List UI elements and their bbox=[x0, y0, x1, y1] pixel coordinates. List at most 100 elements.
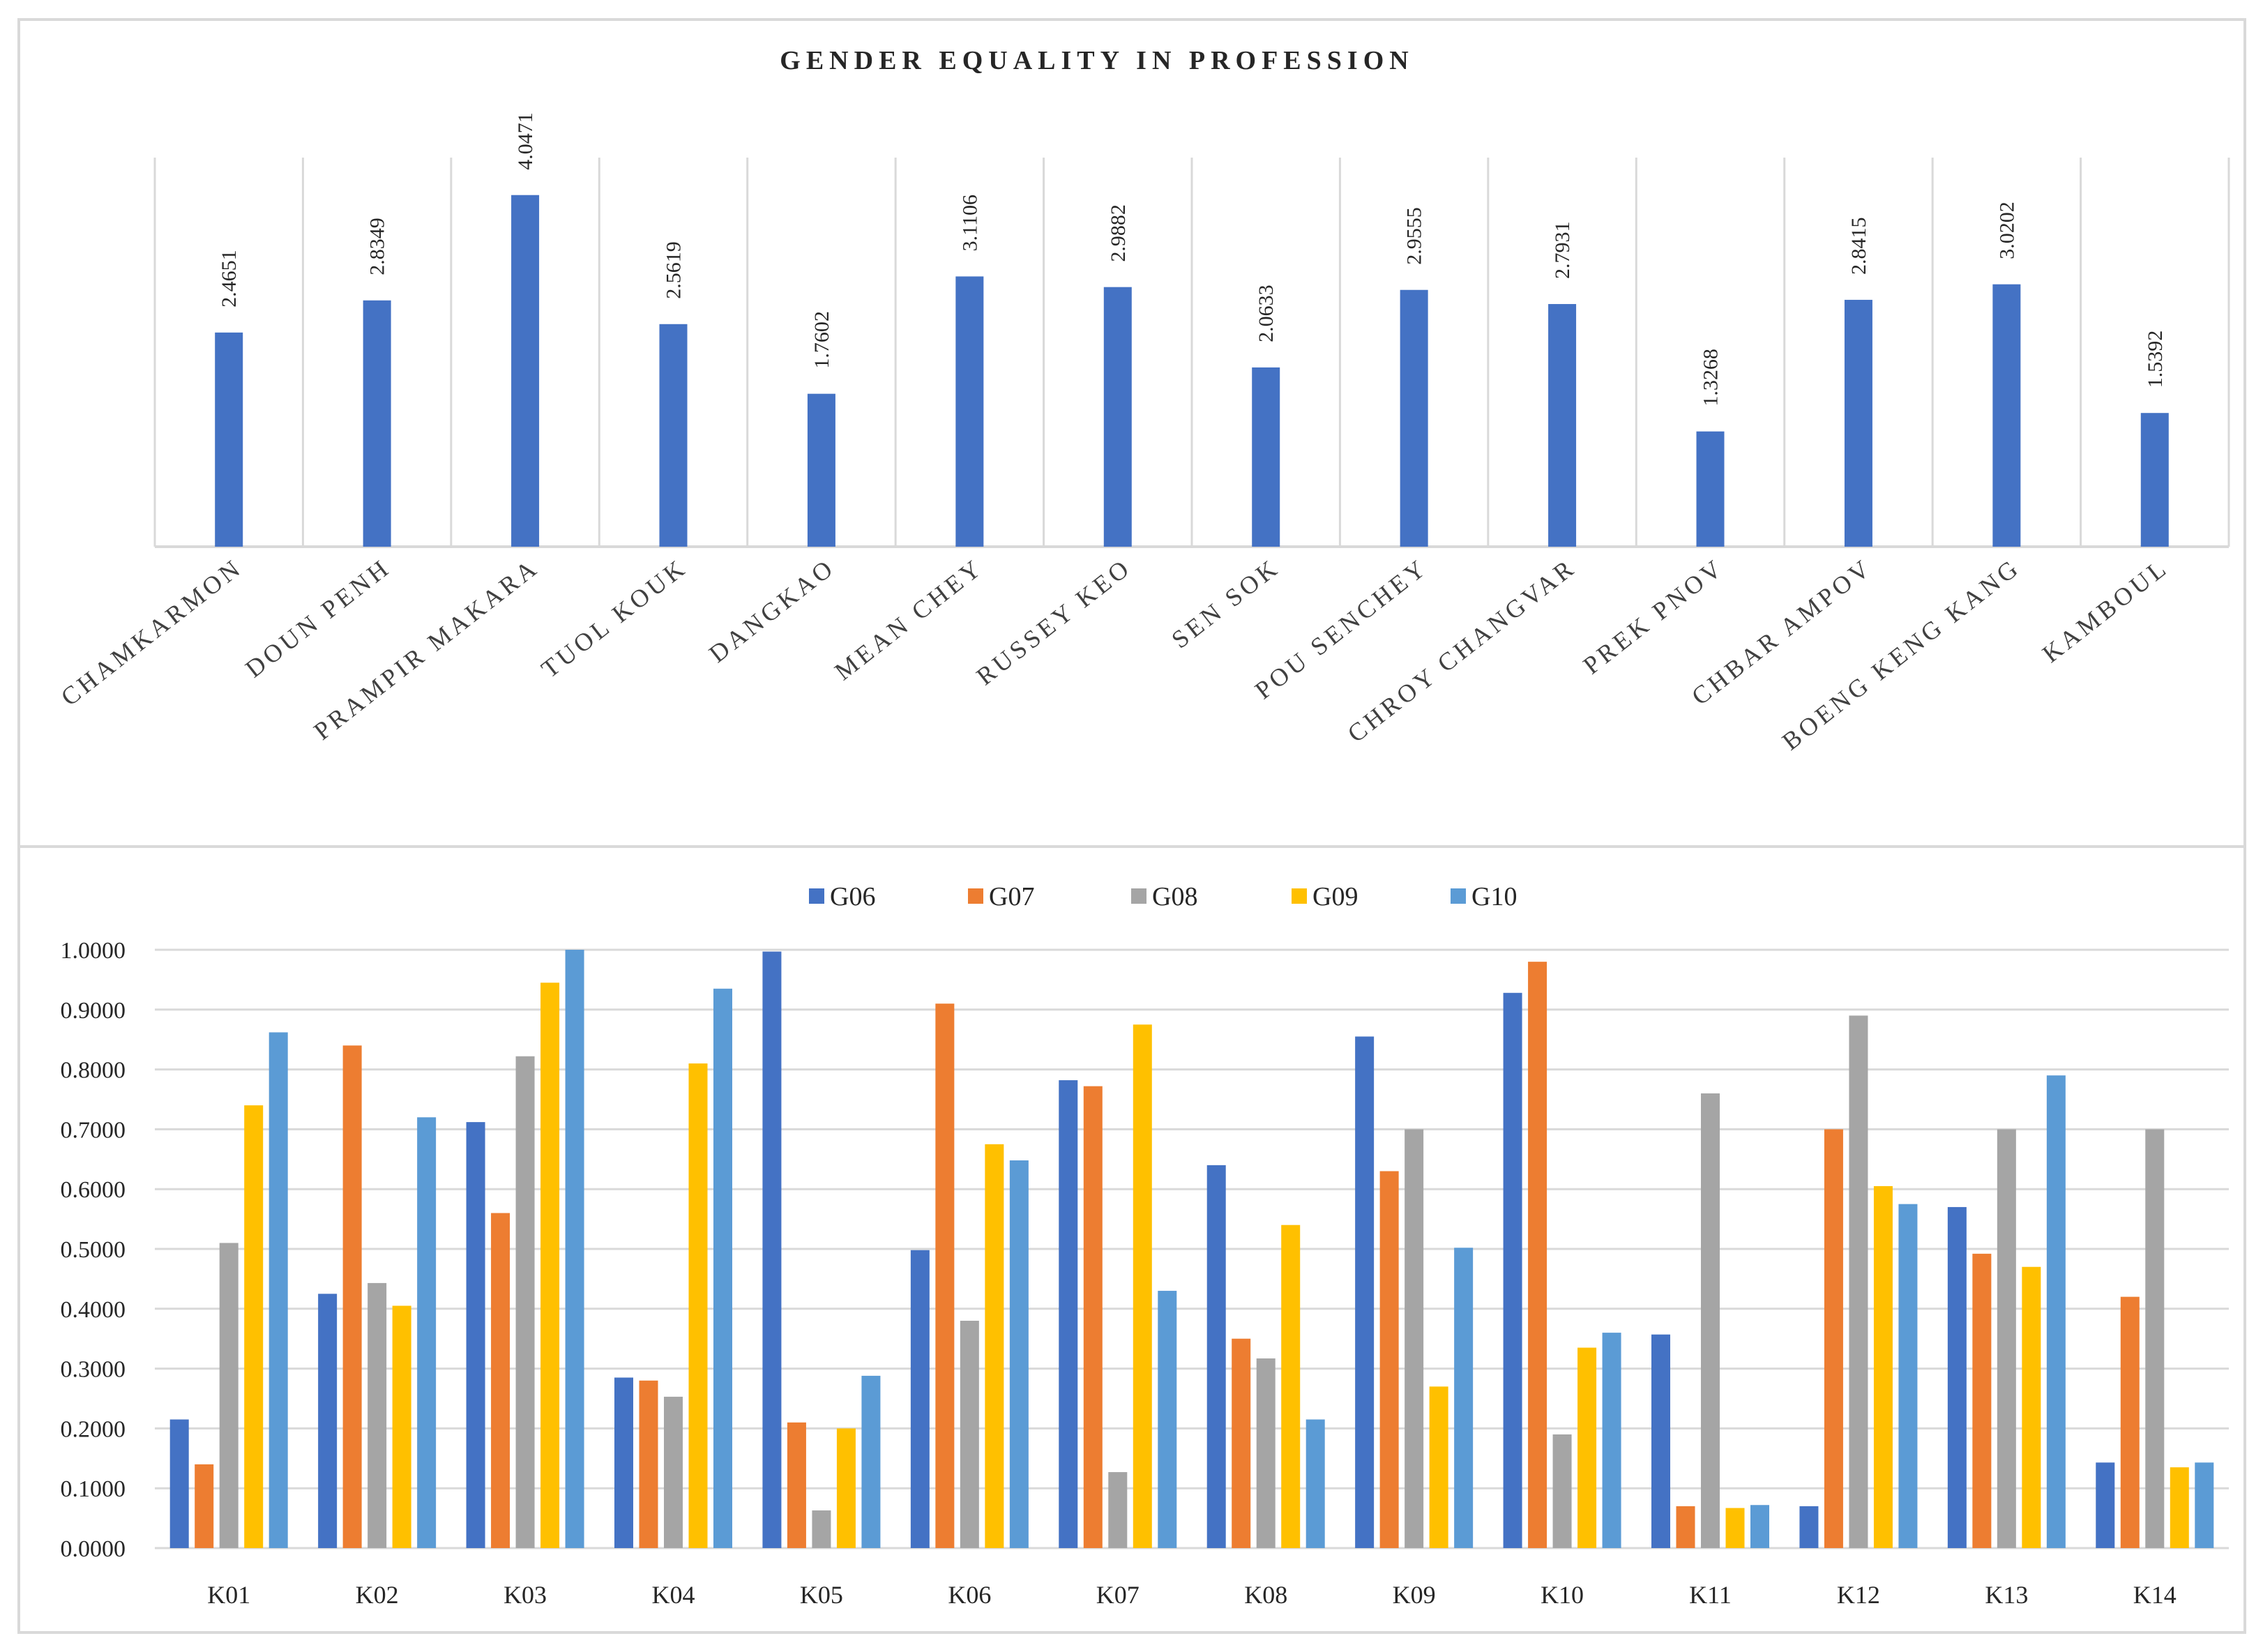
y-tick-label: 0.6000 bbox=[61, 1177, 126, 1203]
bar-k11-g10 bbox=[1750, 1505, 1769, 1548]
bar-k09-g06 bbox=[1355, 1036, 1375, 1548]
bar-k10-g08 bbox=[1552, 1434, 1572, 1548]
bar-k04-g06 bbox=[614, 1377, 633, 1548]
bar-k01-g09 bbox=[244, 1105, 264, 1548]
bar-k14-g06 bbox=[2096, 1462, 2115, 1548]
bar-k13-g09 bbox=[2022, 1266, 2041, 1548]
legend-label-g06: G06 bbox=[830, 882, 875, 911]
bar-k01-g10 bbox=[268, 1032, 288, 1548]
bar-k07-g06 bbox=[1059, 1080, 1078, 1548]
data-label: 1.5392 bbox=[2144, 331, 2167, 388]
bar-k03-g06 bbox=[466, 1122, 485, 1548]
x-tick-label: K04 bbox=[652, 1581, 695, 1609]
legend-swatch-g09 bbox=[1292, 888, 1307, 904]
legend-label-g08: G08 bbox=[1152, 882, 1197, 911]
y-tick-label: 0.3000 bbox=[61, 1357, 126, 1383]
bar-k12-g09 bbox=[1873, 1185, 1893, 1548]
bar-k02-g10 bbox=[417, 1117, 437, 1548]
x-tick-label: K14 bbox=[2133, 1581, 2177, 1609]
bar-k02-g06 bbox=[318, 1294, 338, 1548]
legend-swatch-g07 bbox=[968, 888, 983, 904]
bar-pou-senchey bbox=[1400, 289, 1428, 547]
bar-k04-g10 bbox=[713, 988, 732, 1548]
bar-k12-g10 bbox=[1898, 1204, 1918, 1548]
data-label: 1.7602 bbox=[810, 311, 833, 369]
y-tick-label: 1.0000 bbox=[61, 938, 126, 964]
y-tick-label: 0.9000 bbox=[61, 998, 126, 1024]
bar-k05-g06 bbox=[762, 951, 782, 1548]
legend-swatch-g06 bbox=[809, 888, 824, 904]
bar-k08-g08 bbox=[1256, 1358, 1276, 1548]
top-chart-title: GENDER EQUALITY IN PROFESSION bbox=[780, 46, 1414, 75]
bar-k08-g10 bbox=[1305, 1419, 1325, 1548]
data-label: 2.5619 bbox=[663, 241, 686, 299]
data-label: 2.4651 bbox=[218, 250, 241, 308]
data-label: 2.9555 bbox=[1403, 207, 1426, 265]
bar-prek-pnov bbox=[1696, 431, 1725, 547]
bar-k11-g07 bbox=[1676, 1506, 1695, 1548]
bar-k01-g08 bbox=[219, 1243, 239, 1548]
bar-k13-g10 bbox=[2046, 1075, 2066, 1548]
data-label: 4.0471 bbox=[514, 112, 537, 170]
bar-k09-g08 bbox=[1405, 1129, 1424, 1548]
bar-boeng-keng-kang bbox=[1992, 284, 2021, 547]
bar-k05-g10 bbox=[861, 1375, 881, 1548]
bar-k07-g08 bbox=[1108, 1472, 1128, 1548]
x-tick-label: K10 bbox=[1541, 1581, 1584, 1609]
bar-k06-g10 bbox=[1009, 1160, 1029, 1548]
y-tick-label: 0.5000 bbox=[61, 1237, 126, 1263]
bar-chroy-changvar bbox=[1548, 303, 1577, 547]
x-tick-label: K05 bbox=[800, 1581, 843, 1609]
x-tick-label: K06 bbox=[948, 1581, 991, 1609]
bar-k02-g07 bbox=[342, 1045, 362, 1548]
bar-k03-g07 bbox=[491, 1213, 510, 1548]
bar-k08-g07 bbox=[1232, 1338, 1251, 1548]
bar-k05-g08 bbox=[812, 1510, 831, 1548]
bar-k05-g07 bbox=[787, 1422, 806, 1548]
x-tick-label: K03 bbox=[504, 1581, 547, 1609]
x-tick-label: K01 bbox=[207, 1581, 250, 1609]
bar-k11-g08 bbox=[1701, 1093, 1720, 1548]
bar-k06-g08 bbox=[960, 1320, 979, 1548]
bar-chamkarmon bbox=[215, 332, 243, 547]
x-tick-label: K02 bbox=[356, 1581, 399, 1609]
bottom-chart-x-tick-labels: K01 K02 K03 K04 K05 K06 K07 K08 K09 K10 K11 K12 K13 K… bbox=[207, 1581, 2177, 1609]
bar-k07-g09 bbox=[1133, 1024, 1152, 1548]
data-label: 3.0202 bbox=[1995, 202, 2018, 259]
bar-k14-g08 bbox=[2145, 1129, 2165, 1548]
bar-k10-g10 bbox=[1602, 1333, 1621, 1548]
bar-doun-penh bbox=[363, 300, 391, 547]
bar-prampir-makara bbox=[511, 195, 540, 547]
bar-k14-g10 bbox=[2195, 1462, 2214, 1548]
top-chart-category-separators bbox=[153, 158, 2230, 547]
bar-k03-g10 bbox=[565, 950, 584, 1548]
bar-k13-g06 bbox=[1947, 1206, 1967, 1548]
data-label: 2.8349 bbox=[366, 218, 389, 275]
x-tick-label: K09 bbox=[1393, 1581, 1436, 1609]
bar-k06-g09 bbox=[985, 1144, 1004, 1548]
bar-chbar-ampov bbox=[1844, 299, 1872, 547]
legend-swatch-g08 bbox=[1131, 888, 1146, 904]
legend-label-g10: G10 bbox=[1471, 882, 1517, 911]
y-tick-label: 0.2000 bbox=[61, 1416, 126, 1442]
bar-k12-g08 bbox=[1849, 1015, 1868, 1548]
bar-k09-g07 bbox=[1379, 1171, 1399, 1548]
bar-k10-g06 bbox=[1503, 992, 1522, 1548]
legend-swatch-g10 bbox=[1451, 888, 1466, 904]
bar-k04-g09 bbox=[688, 1063, 708, 1548]
y-tick-label: 0.8000 bbox=[61, 1058, 126, 1084]
bar-k09-g09 bbox=[1429, 1386, 1448, 1548]
bar-k04-g08 bbox=[664, 1396, 683, 1548]
bar-k13-g07 bbox=[1972, 1253, 1992, 1548]
bar-k09-g10 bbox=[1454, 1248, 1474, 1548]
bar-k12-g07 bbox=[1824, 1129, 1843, 1548]
bar-k04-g07 bbox=[639, 1380, 658, 1548]
bar-k10-g07 bbox=[1528, 962, 1547, 1548]
bar-k01-g07 bbox=[195, 1464, 214, 1548]
bar-k10-g09 bbox=[1577, 1347, 1597, 1548]
bottom-chart-legend: G06 G07 G08 G09 G10 bbox=[809, 882, 1517, 911]
data-label: 2.7931 bbox=[1551, 221, 1574, 279]
y-tick-label: 0.7000 bbox=[61, 1117, 126, 1143]
bar-tuol-kouk bbox=[659, 324, 688, 547]
